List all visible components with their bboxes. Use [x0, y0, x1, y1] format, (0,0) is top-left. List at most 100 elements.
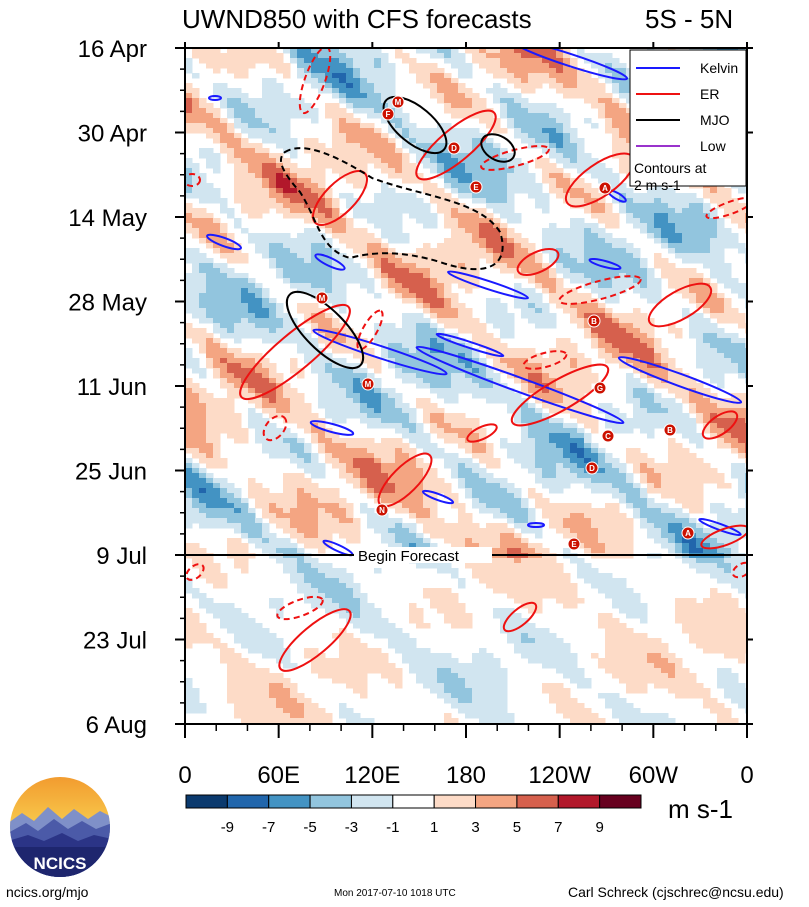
- field-cell: [521, 168, 529, 174]
- field-cell: [423, 438, 431, 444]
- field-cell: [437, 368, 445, 374]
- field-cell: [682, 228, 690, 234]
- field-cell: [227, 143, 235, 149]
- field-cell: [675, 393, 683, 399]
- field-cell: [563, 303, 571, 309]
- field-cell: [640, 263, 648, 269]
- field-cell: [682, 208, 690, 214]
- field-cell: [199, 148, 207, 154]
- field-cell: [234, 173, 242, 179]
- field-cell: [570, 348, 578, 354]
- field-cell: [528, 193, 536, 199]
- field-cell: [528, 263, 536, 269]
- field-cell: [647, 283, 655, 289]
- field-cell: [570, 258, 578, 264]
- field-cell: [633, 193, 641, 199]
- field-cell: [276, 143, 284, 149]
- field-cell: [206, 428, 214, 434]
- field-cell: [213, 293, 221, 299]
- field-cell: [591, 303, 599, 309]
- field-cell: [563, 48, 571, 54]
- field-cell: [605, 73, 613, 79]
- field-cell: [318, 368, 326, 374]
- field-cell: [493, 378, 501, 384]
- field-cell: [255, 238, 263, 244]
- field-cell: [577, 93, 585, 99]
- field-cell: [598, 88, 606, 94]
- field-cell: [472, 323, 480, 329]
- field-cell: [353, 273, 361, 279]
- field-cell: [633, 458, 641, 464]
- field-cell: [220, 53, 228, 59]
- field-cell: [584, 333, 592, 339]
- field-cell: [185, 388, 193, 394]
- field-cell: [535, 448, 543, 454]
- field-cell: [255, 128, 263, 134]
- field-cell: [185, 273, 193, 279]
- field-cell: [689, 403, 697, 409]
- field-cell: [430, 358, 438, 364]
- field-cell: [577, 268, 585, 274]
- field-cell: [696, 208, 704, 214]
- field-cell: [493, 398, 501, 404]
- field-cell: [647, 328, 655, 334]
- field-cell: [465, 248, 473, 254]
- field-cell: [199, 458, 207, 464]
- field-cell: [689, 203, 697, 209]
- field-cell: [717, 238, 725, 244]
- field-cell: [283, 443, 291, 449]
- field-cell: [535, 473, 543, 479]
- field-cell: [276, 163, 284, 169]
- field-cell: [325, 368, 333, 374]
- field-cell: [633, 213, 641, 219]
- field-cell: [346, 73, 354, 79]
- field-cell: [528, 278, 536, 284]
- field-cell: [563, 53, 571, 59]
- field-cell: [605, 53, 613, 59]
- field-cell: [227, 353, 235, 359]
- field-cell: [388, 458, 396, 464]
- field-cell: [206, 243, 214, 249]
- field-cell: [626, 203, 634, 209]
- field-cell: [577, 418, 585, 424]
- field-cell: [451, 258, 459, 264]
- field-cell: [738, 443, 746, 449]
- field-cell: [360, 233, 368, 239]
- field-cell: [444, 208, 452, 214]
- field-cell: [640, 288, 648, 294]
- field-cell: [227, 303, 235, 309]
- field-cell: [500, 148, 508, 154]
- field-cell: [528, 53, 536, 59]
- field-cell: [262, 48, 270, 54]
- field-cell: [444, 463, 452, 469]
- field-cell: [381, 228, 389, 234]
- field-cell: [290, 108, 298, 114]
- field-cell: [542, 118, 550, 124]
- field-cell: [682, 223, 690, 229]
- field-cell: [542, 208, 550, 214]
- field-cell: [234, 273, 242, 279]
- field-cell: [304, 78, 312, 84]
- field-cell: [276, 58, 284, 64]
- field-cell: [402, 208, 410, 214]
- field-cell: [311, 158, 319, 164]
- field-cell: [689, 328, 697, 334]
- field-cell: [458, 318, 466, 324]
- field-cell: [430, 283, 438, 289]
- field-cell: [234, 258, 242, 264]
- field-cell: [738, 358, 746, 364]
- field-cell: [213, 273, 221, 279]
- field-cell: [444, 358, 452, 364]
- field-cell: [388, 213, 396, 219]
- field-cell: [311, 453, 319, 459]
- field-cell: [661, 423, 669, 429]
- field-cell: [353, 58, 361, 64]
- field-cell: [696, 438, 704, 444]
- field-cell: [724, 338, 732, 344]
- field-cell: [696, 348, 704, 354]
- field-cell: [556, 248, 564, 254]
- field-cell: [430, 388, 438, 394]
- field-cell: [234, 188, 242, 194]
- field-cell: [731, 283, 739, 289]
- field-cell: [556, 458, 564, 464]
